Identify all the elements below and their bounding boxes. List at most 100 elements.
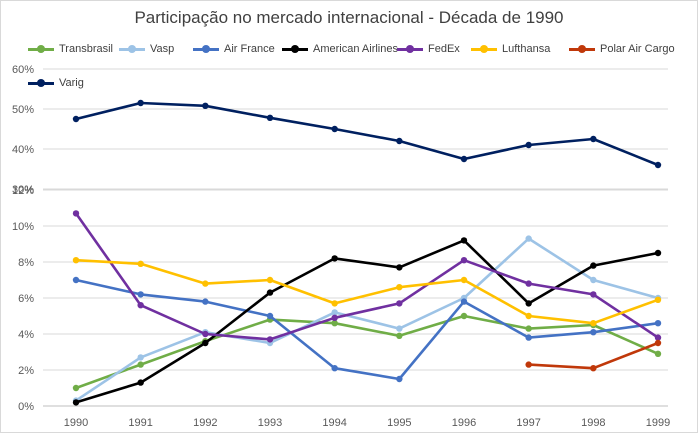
point-transbrasil-1996 xyxy=(460,312,468,320)
point-air-france-1991 xyxy=(137,291,144,298)
point-varig-1990 xyxy=(72,115,80,123)
x-tick-1991: 1991 xyxy=(128,417,152,429)
point-polar-air-cargo-1998 xyxy=(590,365,597,372)
line-fedex xyxy=(74,212,660,341)
point-fedex-1998 xyxy=(590,291,597,298)
x-tick-1995: 1995 xyxy=(387,417,411,429)
x-tick-1992: 1992 xyxy=(193,417,217,429)
point-air-france-1998 xyxy=(590,329,597,336)
point-air-france-1990 xyxy=(72,276,80,284)
point-varig-1993 xyxy=(266,114,274,122)
legend-label: Lufthansa xyxy=(502,43,551,55)
point-transbrasil-1995 xyxy=(396,332,403,339)
point-varig-1991 xyxy=(137,99,144,107)
point-transbrasil-1991 xyxy=(137,361,144,368)
point-lufthansa-1994 xyxy=(331,300,338,307)
point-vasp-1991 xyxy=(137,354,144,361)
line-air-france xyxy=(74,278,660,381)
point-transbrasil-1999 xyxy=(654,350,662,357)
point-american-airlines-1996 xyxy=(460,237,468,244)
legend-marker xyxy=(28,45,54,53)
x-tick-1993: 1993 xyxy=(258,417,282,429)
point-transbrasil-1997 xyxy=(525,325,532,332)
legend-label: Transbrasil xyxy=(59,43,113,55)
point-lufthansa-1993 xyxy=(266,276,274,284)
x-tick-1998: 1998 xyxy=(581,417,605,429)
point-american-airlines-1992 xyxy=(202,339,209,347)
legend-marker xyxy=(569,45,595,53)
series-air-france xyxy=(72,276,662,383)
point-lufthansa-1991 xyxy=(137,260,144,267)
series-varig xyxy=(72,99,662,169)
point-air-france-1997 xyxy=(525,334,532,341)
point-fedex-1991 xyxy=(137,302,144,309)
chart-title: Participação no mercado internacional - … xyxy=(134,8,564,27)
point-varig-1995 xyxy=(396,137,403,145)
point-varig-1998 xyxy=(590,135,597,143)
x-tick-1997: 1997 xyxy=(516,417,540,429)
point-varig-1997 xyxy=(525,141,532,149)
point-vasp-1995 xyxy=(396,325,403,332)
x-tick-1999: 1999 xyxy=(646,417,670,429)
point-american-airlines-1990 xyxy=(72,399,80,406)
point-fedex-1994 xyxy=(331,314,338,321)
point-lufthansa-1997 xyxy=(525,312,532,320)
y-tick-upper-50: 50% xyxy=(12,104,34,116)
y-tick-lower-8: 8% xyxy=(18,257,34,269)
y-tick-lower-4: 4% xyxy=(18,329,34,341)
point-polar-air-cargo-1997 xyxy=(525,361,532,368)
point-fedex-1997 xyxy=(525,280,532,287)
y-tick-lower-10: 10% xyxy=(12,221,34,233)
y-tick-upper-40: 40% xyxy=(12,144,34,156)
point-air-france-1995 xyxy=(396,375,403,383)
point-fedex-1992 xyxy=(202,330,209,338)
point-air-france-1994 xyxy=(331,365,338,372)
line-american-airlines xyxy=(74,239,660,404)
point-vasp-1998 xyxy=(590,276,597,284)
point-air-france-1993 xyxy=(266,312,274,320)
y-tick-upper-30: 30% xyxy=(12,184,34,196)
legend-marker xyxy=(282,45,308,53)
legend-label: Varig xyxy=(59,77,84,89)
x-tick-1994: 1994 xyxy=(322,417,346,429)
y-tick-lower-0: 0% xyxy=(18,401,34,413)
legend-label: American Airlines xyxy=(313,43,398,55)
y-tick-lower-6: 6% xyxy=(18,293,34,305)
line-lufthansa xyxy=(74,258,660,325)
point-american-airlines-1995 xyxy=(396,264,403,271)
point-american-airlines-1991 xyxy=(137,379,144,386)
series-lufthansa xyxy=(72,257,662,327)
point-american-airlines-1997 xyxy=(525,300,532,307)
legend-marker xyxy=(28,79,54,87)
point-varig-1996 xyxy=(460,155,468,163)
point-american-airlines-1993 xyxy=(266,289,274,296)
point-varig-1999 xyxy=(654,161,662,169)
series-polar-air-cargo xyxy=(525,339,662,372)
point-american-airlines-1994 xyxy=(331,255,338,262)
point-transbrasil-1994 xyxy=(331,320,338,327)
line-polar-air-cargo xyxy=(527,341,660,370)
legend-marker xyxy=(471,45,497,53)
point-fedex-1996 xyxy=(460,257,468,264)
legend-label: Polar Air Cargo xyxy=(600,43,675,55)
legend-marker xyxy=(119,45,145,53)
series-american-airlines xyxy=(72,237,662,406)
legend: Transbrasil Vasp Air France American Airlin… xyxy=(28,41,698,89)
series-vasp xyxy=(72,235,662,404)
point-polar-air-cargo-1999 xyxy=(654,339,662,347)
point-american-airlines-1999 xyxy=(654,249,662,257)
point-transbrasil-1990 xyxy=(72,384,80,392)
point-fedex-1999 xyxy=(654,334,662,341)
y-tick-upper-60: 60% xyxy=(12,64,34,76)
line-transbrasil xyxy=(74,314,660,390)
series-transbrasil xyxy=(72,312,662,392)
line-varig xyxy=(74,101,660,167)
line-vasp xyxy=(74,237,660,402)
point-fedex-1990 xyxy=(72,210,80,217)
point-lufthansa-1996 xyxy=(460,276,468,284)
point-lufthansa-1998 xyxy=(590,320,597,327)
point-vasp-1997 xyxy=(525,235,532,242)
legend-label: Air France xyxy=(224,43,275,55)
point-fedex-1993 xyxy=(266,336,274,343)
